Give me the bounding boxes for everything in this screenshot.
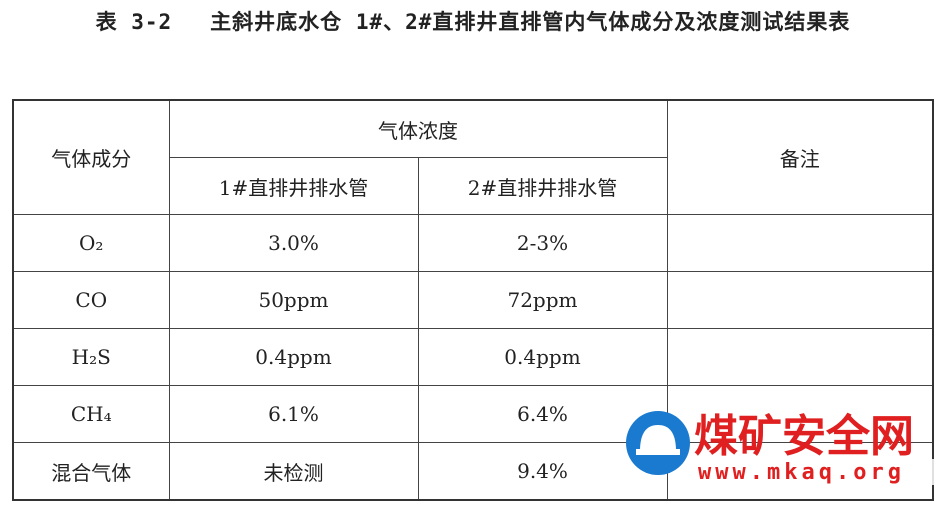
url: www.mkaq.org	[698, 460, 905, 485]
note-cell	[666, 385, 934, 443]
table-label: 表 3-2	[95, 10, 173, 34]
value-cell: 3.0%	[168, 214, 419, 272]
value-cell: 0.4ppm	[417, 328, 668, 386]
header-cell: 2#直排井排水管	[417, 157, 668, 215]
note-cell	[666, 328, 934, 386]
value-cell: 0.4ppm	[168, 328, 419, 386]
note-cell	[666, 214, 934, 272]
value-cell: 6.1%	[168, 385, 419, 443]
table-body: 气体成分 气体浓度 备注 1#直排井排水管 2#直排井排水管 O₂ 3.0% 2-3…	[12, 99, 934, 501]
data-row: O₂ 3.0% 2-3%	[12, 214, 934, 272]
value-cell: 9.4%	[417, 442, 668, 501]
table-title: 主斜井底水仓 1#、2#直排井直排管内气体成分及浓度测试结果表	[210, 10, 851, 34]
value-cell: 72ppm	[417, 271, 668, 329]
data-row: CH₄ 6.1% 6.4%	[12, 385, 934, 443]
watermark: 煤矿安全网 www.mkaq.org	[626, 411, 934, 485]
gas-cell: CH₄	[12, 385, 170, 443]
header-row: 气体成分 气体浓度 备注	[12, 99, 934, 215]
helmet-brim	[636, 449, 680, 455]
brand: 煤矿安全网	[694, 411, 914, 462]
results-table: 气体成分 气体浓度 备注 1#直排井排水管 2#直排井排水管 O₂ 3.0% 2-3…	[12, 99, 934, 501]
url-bg	[694, 459, 934, 485]
header-cell: 气体浓度	[168, 99, 668, 158]
gas-cell: H₂S	[12, 328, 170, 386]
helmet-icon	[640, 425, 676, 451]
value-cell: 未检测	[168, 442, 419, 501]
note-cell	[666, 271, 934, 329]
header-cell: 备注	[666, 99, 934, 215]
value-cell: 2-3%	[417, 214, 668, 272]
header-cell: 气体成分	[12, 99, 170, 215]
value-cell: 50ppm	[168, 271, 419, 329]
header-cell: 1#直排井排水管	[168, 157, 419, 215]
data-row: H₂S 0.4ppm 0.4ppm	[12, 328, 934, 386]
gas-cell: CO	[12, 271, 170, 329]
header-row: 1#直排井排水管 2#直排井排水管	[13, 157, 933, 215]
value-cell: 6.4%	[417, 385, 668, 443]
title: 表 3-2 主斜井底水仓 1#、2#直排井直排管内气体成分及浓度测试结果表	[0, 6, 946, 36]
gas-cell: 混合气体	[12, 442, 170, 501]
data-row: CO 50ppm 72ppm	[12, 271, 934, 329]
gas-cell: O₂	[12, 214, 170, 272]
